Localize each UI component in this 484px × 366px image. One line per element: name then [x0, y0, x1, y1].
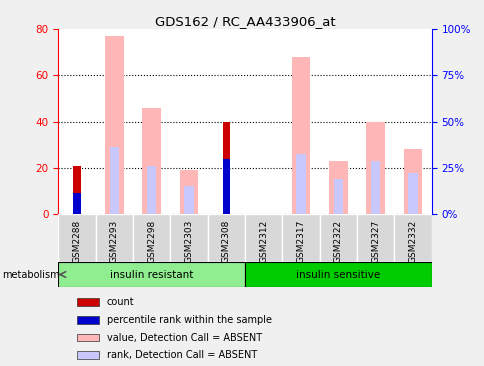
Text: GSM2308: GSM2308 [221, 220, 230, 263]
Bar [244, 214, 282, 262]
Text: GSM2322: GSM2322 [333, 220, 342, 263]
Bar [76, 334, 99, 341]
Bar [244, 262, 431, 287]
Bar [76, 298, 99, 306]
Text: value, Detection Call = ABSENT: value, Detection Call = ABSENT [106, 333, 261, 343]
Bar [184, 186, 193, 214]
Bar [296, 154, 305, 214]
Bar [291, 57, 310, 214]
Text: GSM2298: GSM2298 [147, 220, 156, 263]
Bar [133, 214, 170, 262]
Text: GSM2303: GSM2303 [184, 220, 193, 263]
Bar [328, 161, 347, 214]
Bar [370, 161, 379, 214]
Text: GSM2332: GSM2332 [408, 220, 417, 263]
Bar [179, 170, 198, 214]
Bar [95, 214, 133, 262]
Text: GSM2327: GSM2327 [370, 220, 379, 263]
Bar [319, 214, 356, 262]
Text: insulin resistant: insulin resistant [110, 269, 193, 280]
Bar [105, 36, 123, 214]
Text: GSM2293: GSM2293 [109, 220, 119, 263]
Text: insulin sensitive: insulin sensitive [296, 269, 379, 280]
Title: GDS162 / RC_AA433906_at: GDS162 / RC_AA433906_at [154, 15, 334, 28]
Text: GSM2312: GSM2312 [258, 220, 268, 263]
Bar [222, 159, 229, 214]
Bar [147, 165, 156, 214]
Bar [365, 122, 384, 214]
Text: percentile rank within the sample: percentile rank within the sample [106, 315, 271, 325]
Bar [207, 214, 244, 262]
Bar [333, 179, 342, 214]
Bar [76, 351, 99, 359]
Bar [170, 214, 207, 262]
Text: rank, Detection Call = ABSENT: rank, Detection Call = ABSENT [106, 350, 257, 360]
Bar [282, 214, 319, 262]
Text: GSM2288: GSM2288 [72, 220, 81, 263]
Bar [408, 172, 417, 214]
Bar [356, 214, 393, 262]
Bar [76, 316, 99, 324]
Text: count: count [106, 297, 134, 307]
Bar [58, 214, 95, 262]
Bar [142, 108, 161, 214]
Bar [222, 122, 229, 214]
Bar [73, 193, 80, 214]
Bar [393, 214, 431, 262]
Text: metabolism: metabolism [2, 270, 60, 280]
Bar [58, 262, 244, 287]
Bar [109, 147, 119, 214]
Bar [73, 165, 80, 214]
Text: GSM2317: GSM2317 [296, 220, 305, 263]
Bar [403, 149, 422, 214]
